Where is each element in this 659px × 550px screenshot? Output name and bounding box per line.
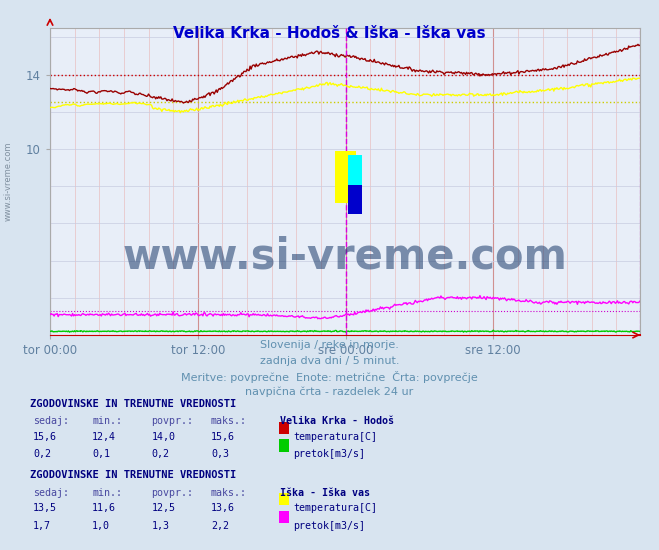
- Text: 1,7: 1,7: [33, 521, 51, 531]
- Text: 13,6: 13,6: [211, 503, 235, 513]
- Text: ZGODOVINSKE IN TRENUTNE VREDNOSTI: ZGODOVINSKE IN TRENUTNE VREDNOSTI: [30, 399, 236, 409]
- Text: 12,4: 12,4: [92, 432, 116, 442]
- Text: 1,3: 1,3: [152, 521, 169, 531]
- Text: 0,2: 0,2: [33, 449, 51, 459]
- Text: sedaj:: sedaj:: [33, 416, 69, 426]
- Text: 14,0: 14,0: [152, 432, 175, 442]
- Text: 11,6: 11,6: [92, 503, 116, 513]
- Text: Velika Krka - Hodoš: Velika Krka - Hodoš: [280, 416, 394, 426]
- Text: povpr.:: povpr.:: [152, 416, 194, 426]
- Text: Velika Krka - Hodoš & Iška - Iška vas: Velika Krka - Hodoš & Iška - Iška vas: [173, 26, 486, 41]
- Text: sedaj:: sedaj:: [33, 488, 69, 498]
- Bar: [347, 155, 362, 214]
- Text: povpr.:: povpr.:: [152, 488, 194, 498]
- Text: temperatura[C]: temperatura[C]: [293, 503, 377, 513]
- Bar: [347, 185, 362, 214]
- Text: 12,5: 12,5: [152, 503, 175, 513]
- Bar: [335, 151, 356, 203]
- Text: 15,6: 15,6: [211, 432, 235, 442]
- Text: 0,1: 0,1: [92, 449, 110, 459]
- Text: zadnja dva dni / 5 minut.: zadnja dva dni / 5 minut.: [260, 356, 399, 366]
- Text: 0,3: 0,3: [211, 449, 229, 459]
- Text: pretok[m3/s]: pretok[m3/s]: [293, 521, 365, 531]
- Text: Meritve: povprečne  Enote: metrične  Črta: povprečje: Meritve: povprečne Enote: metrične Črta:…: [181, 371, 478, 383]
- Text: Slovenija / reke in morje.: Slovenija / reke in morje.: [260, 340, 399, 350]
- Text: pretok[m3/s]: pretok[m3/s]: [293, 449, 365, 459]
- Text: Iška - Iška vas: Iška - Iška vas: [280, 488, 370, 498]
- Text: maks.:: maks.:: [211, 488, 247, 498]
- Text: www.si-vreme.com: www.si-vreme.com: [122, 236, 567, 278]
- Text: min.:: min.:: [92, 416, 123, 426]
- Text: ZGODOVINSKE IN TRENUTNE VREDNOSTI: ZGODOVINSKE IN TRENUTNE VREDNOSTI: [30, 470, 236, 480]
- Text: 15,6: 15,6: [33, 432, 57, 442]
- Text: navpična črta - razdelek 24 ur: navpična črta - razdelek 24 ur: [245, 387, 414, 397]
- Text: maks.:: maks.:: [211, 416, 247, 426]
- Text: 0,2: 0,2: [152, 449, 169, 459]
- Text: temperatura[C]: temperatura[C]: [293, 432, 377, 442]
- Text: 1,0: 1,0: [92, 521, 110, 531]
- Text: 13,5: 13,5: [33, 503, 57, 513]
- Text: 2,2: 2,2: [211, 521, 229, 531]
- Text: www.si-vreme.com: www.si-vreme.com: [4, 142, 13, 221]
- Text: min.:: min.:: [92, 488, 123, 498]
